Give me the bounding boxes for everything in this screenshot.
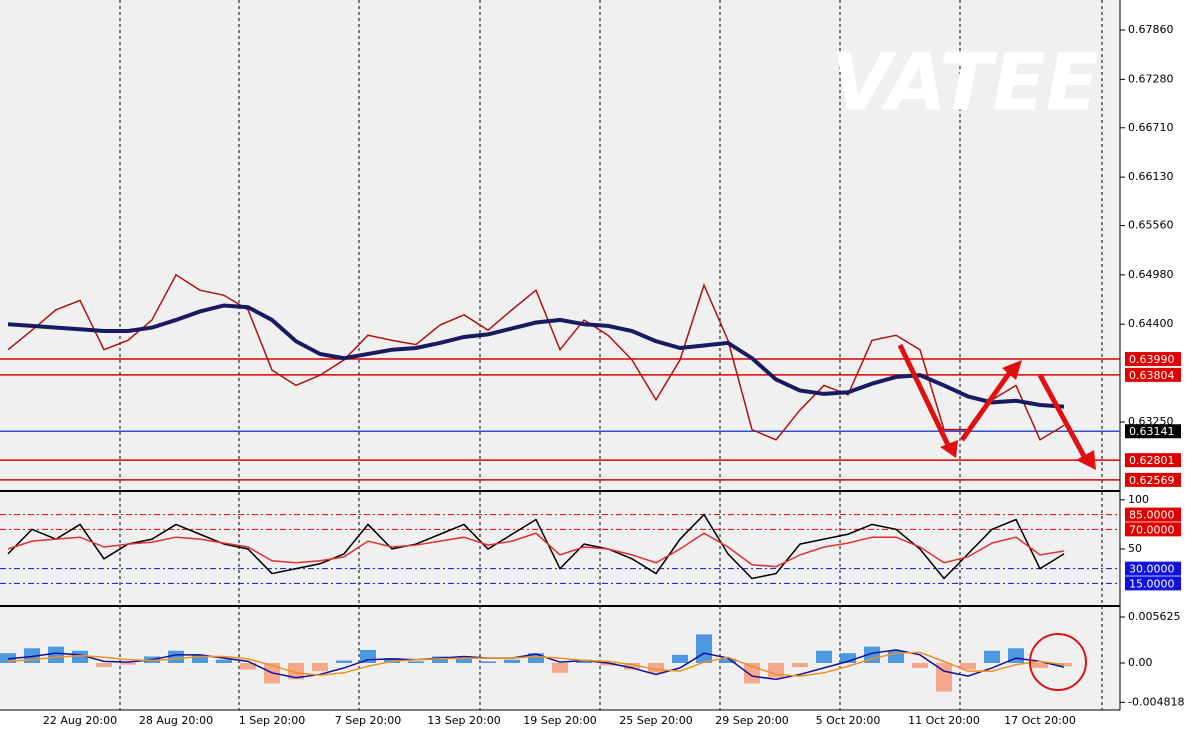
histogram-bar <box>720 658 736 663</box>
level-label: 0.63990 <box>1129 353 1175 366</box>
series-line <box>7 273 1065 441</box>
x-tick-label: 17 Oct 20:00 <box>1004 714 1076 727</box>
histogram-bar <box>528 653 544 663</box>
histogram-bar <box>624 662 640 670</box>
y-tick-label: 50 <box>1128 542 1142 555</box>
histogram-bar <box>240 662 256 670</box>
x-tick-label: 19 Sep 20:00 <box>523 714 596 727</box>
histogram-bar <box>696 634 712 663</box>
level-label: 0.63141 <box>1129 425 1175 438</box>
y-tick-label: 100 <box>1128 493 1149 506</box>
y-tick-label: 0.66130 <box>1128 170 1174 183</box>
level-label: 0.63804 <box>1129 369 1175 382</box>
histogram-bar <box>432 656 448 663</box>
x-tick-label: 25 Sep 20:00 <box>619 714 692 727</box>
histogram-bar <box>600 662 616 666</box>
level-label: 30.0000 <box>1129 563 1175 576</box>
annotation-arrows <box>897 343 1096 470</box>
histogram-bar <box>216 659 232 663</box>
histogram-bar <box>1032 662 1048 668</box>
series-line <box>7 513 1065 580</box>
level-label-box <box>1125 453 1181 468</box>
histogram-bar <box>936 662 952 692</box>
histogram-bar <box>576 659 592 663</box>
histogram-bar <box>336 660 352 663</box>
x-tick-label: 7 Sep 20:00 <box>335 714 401 727</box>
level-label-box <box>1125 367 1181 382</box>
histogram-bar <box>288 662 304 680</box>
histogram-bar <box>0 653 16 663</box>
histogram-bar <box>648 662 664 673</box>
y-tick-label: 0.005625 <box>1128 610 1181 623</box>
y-tick-label: -0.004818 <box>1128 695 1184 708</box>
histogram-bar <box>312 662 328 672</box>
y-tick-label: 0.64400 <box>1128 317 1174 330</box>
histogram-bar <box>864 646 880 663</box>
histogram-bar <box>792 662 808 668</box>
histogram-bar <box>552 662 568 673</box>
histogram-bar <box>912 662 928 668</box>
histogram-bar <box>48 646 64 663</box>
histogram-bar <box>816 650 832 663</box>
histogram-bar <box>120 662 136 665</box>
x-tick-label: 29 Sep 20:00 <box>715 714 788 727</box>
y-tick-label: 0.65560 <box>1128 219 1174 232</box>
level-label: 15.0000 <box>1129 577 1175 590</box>
level-label: 70.0000 <box>1129 523 1175 536</box>
level-label: 85.0000 <box>1129 509 1175 522</box>
highlight-circle <box>1029 633 1087 691</box>
level-label-box <box>1125 472 1181 487</box>
histogram-bar <box>672 654 688 663</box>
level-label-box <box>1125 522 1181 537</box>
y-tick-label: 0.67280 <box>1128 72 1174 85</box>
x-tick-label: 22 Aug 20:00 <box>43 714 117 727</box>
histogram-bar <box>192 654 208 663</box>
x-tick-label: 1 Sep 20:00 <box>239 714 305 727</box>
histogram-bar <box>384 658 400 663</box>
series-line <box>7 649 1065 681</box>
x-tick-label: 13 Sep 20:00 <box>427 714 500 727</box>
histogram-bar <box>456 658 472 663</box>
level-label-box <box>1125 576 1181 591</box>
level-label: 0.62569 <box>1129 474 1175 487</box>
histogram-bar <box>480 661 496 663</box>
y-tick-label: 0.66710 <box>1128 121 1174 134</box>
level-label-box <box>1125 424 1181 439</box>
series-line <box>7 651 1065 677</box>
level-label-box <box>1125 507 1181 522</box>
histogram-bar <box>840 653 856 663</box>
level-label-box <box>1125 352 1181 367</box>
x-tick-label: 28 Aug 20:00 <box>139 714 213 727</box>
histogram-bar <box>408 661 424 663</box>
plot-background <box>0 0 1120 710</box>
histogram-bar <box>96 662 112 668</box>
series-line <box>7 532 1065 568</box>
x-tick-label: 11 Oct 20:00 <box>908 714 980 727</box>
histogram-bar <box>504 659 520 663</box>
histogram-bar <box>960 662 976 670</box>
y-tick-label: 0.64980 <box>1128 268 1174 281</box>
histogram-bar <box>168 650 184 663</box>
histogram-bar <box>984 650 1000 663</box>
series-line <box>7 303 1065 409</box>
level-label: 0.62801 <box>1129 454 1175 467</box>
level-label-box <box>1125 561 1181 576</box>
y-tick-label: 0.67860 <box>1128 23 1174 36</box>
watermark: VATEE <box>831 38 1099 128</box>
y-tick-label: 0.00 <box>1128 656 1153 669</box>
x-tick-label: 5 Oct 20:00 <box>816 714 881 727</box>
